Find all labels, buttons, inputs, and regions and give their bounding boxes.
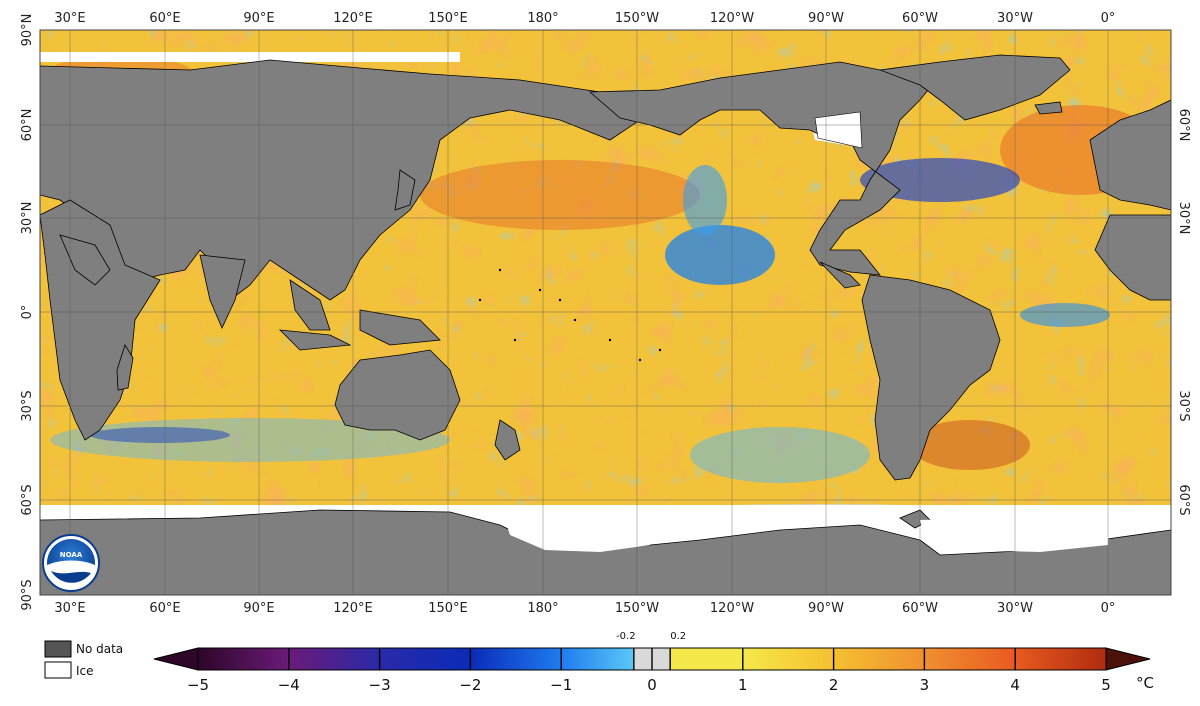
lon-label-bottom: 90°W: [808, 601, 844, 616]
colorbar-tick-label: 4: [1010, 676, 1020, 694]
lon-label-top: 150°E: [428, 11, 468, 26]
colorbar-tick-label: 3: [920, 676, 930, 694]
lon-label-top: 180°: [527, 11, 558, 26]
colorbar-tick-label: 1: [738, 676, 748, 694]
lon-label-bottom: 0°: [1101, 601, 1116, 616]
colorbar-segment: [561, 648, 634, 670]
lat-label-right: 60°N: [1176, 109, 1191, 142]
colorbar-tick-label: 2: [829, 676, 839, 694]
colorbar-small-label: -0.2: [616, 631, 636, 642]
colorbar-tick-label: −5: [187, 676, 209, 694]
left-latitude-labels: 90°N 60°N 30°N 0° 30°S 60°S 90°S: [20, 14, 35, 611]
colorbar-unit: °C: [1136, 674, 1154, 692]
lon-label-top: 30°E: [54, 11, 85, 26]
lon-label-bottom: 60°W: [902, 601, 938, 616]
lat-label-left: 0°: [20, 305, 35, 320]
colorbar-max-arrow: [1105, 647, 1151, 671]
lat-label-left: 30°S: [20, 390, 35, 421]
colorbar-segment: [670, 648, 743, 670]
colorbar-segment: [833, 648, 925, 670]
lat-label-left: 60°S: [20, 484, 35, 515]
colorbar: −5 −4 −3 −2 −1 0 1 2 3 4 5 -0.2 0.2 °C: [153, 631, 1154, 694]
lon-label-bottom: 150°W: [615, 601, 659, 616]
lat-label-right: 60°S: [1176, 484, 1191, 515]
lon-label-top: 60°E: [149, 11, 180, 26]
lon-label-bottom: 120°W: [710, 601, 754, 616]
lon-label-top: 90°E: [243, 11, 274, 26]
ice-swatch: [44, 661, 72, 679]
lon-label-top: 120°W: [710, 11, 754, 26]
lat-label-left: 90°N: [20, 14, 35, 47]
colorbar-small-label: 0.2: [670, 631, 686, 642]
lon-label-bottom: 90°E: [243, 601, 274, 616]
colorbar-segment: [379, 648, 471, 670]
lon-label-bottom: 60°E: [149, 601, 180, 616]
colorbar-tick-label: −1: [550, 676, 572, 694]
lat-label-left: 90°S: [20, 579, 35, 610]
lon-label-top: 30°W: [997, 11, 1033, 26]
colorbar-tick-label: −4: [278, 676, 300, 694]
ocean-field: [40, 30, 1171, 595]
ice-label: Ice: [76, 664, 94, 678]
lon-label-top: 120°E: [333, 11, 373, 26]
colorbar-segment: [288, 648, 380, 670]
lon-label-bottom: 30°W: [997, 601, 1033, 616]
colorbar-segment: [742, 648, 834, 670]
lon-label-bottom: 30°E: [54, 601, 85, 616]
colorbar-tick-label: 5: [1101, 676, 1111, 694]
logo-text: NOAA: [60, 551, 83, 559]
noaa-logo: NOAA: [42, 534, 100, 592]
lon-label-top: 90°W: [808, 11, 844, 26]
colorbar-tick-label: −2: [459, 676, 481, 694]
lat-label-right: 30°S: [1176, 390, 1191, 421]
lat-label-right: 30°N: [1176, 202, 1191, 235]
colorbar-segment: [1015, 648, 1106, 670]
lon-label-bottom: 120°E: [333, 601, 373, 616]
bottom-longitude-labels: 30°E 60°E 90°E 120°E 150°E 180° 150°W 120°W 90°W…: [54, 601, 1115, 616]
top-longitude-labels: 30°E 60°E 90°E 120°E 150°E 180° 150°W 120°W 90°W…: [54, 11, 1115, 26]
right-latitude-labels: 60°N 30°N 30°S 60°S: [1176, 109, 1191, 516]
lon-label-bottom: 150°E: [428, 601, 468, 616]
no-data-swatch: [44, 640, 72, 658]
colorbar-tick-label: 0: [647, 676, 657, 694]
colorbar-segment: [470, 648, 562, 670]
no-data-label: No data: [76, 642, 123, 656]
map-frame: [39, 29, 1172, 596]
lon-label-top: 60°W: [902, 11, 938, 26]
lon-label-top: 150°W: [615, 11, 659, 26]
colorbar-segment: [198, 648, 289, 670]
lon-label-top: 0°: [1101, 11, 1116, 26]
colorbar-min-arrow: [153, 647, 199, 671]
legend: No data Ice: [44, 640, 123, 679]
colorbar-segment: [924, 648, 1016, 670]
lon-label-bottom: 180°: [527, 601, 558, 616]
colorbar-tick-label: −3: [369, 676, 391, 694]
lat-label-left: 30°N: [20, 202, 35, 235]
lat-label-left: 60°N: [20, 109, 35, 142]
